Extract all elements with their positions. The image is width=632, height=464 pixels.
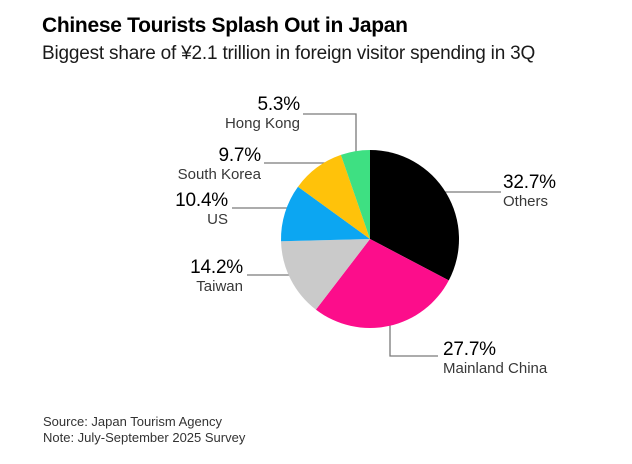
slice-value-label: 32.7% [503,172,556,193]
callout-south-korea: 9.7% South Korea [177,145,262,184]
chart-subtitle: Biggest share of ¥2.1 trillion in foreig… [42,43,536,64]
callout-others: 32.7% Others [503,172,556,211]
pie-slices [281,150,460,329]
slice-value-label: 9.7% [218,145,261,166]
footnote: Source: Japan Tourism Agency Note: July-… [43,414,245,446]
leader-line-mainland-china [389,318,438,357]
pie-slice-taiwan [281,239,370,310]
source-text: Source: Japan Tourism Agency [43,414,222,429]
callout-mainland-china: 27.7% Mainland China [443,339,547,378]
slice-value-label: 5.3% [257,94,300,115]
chart-title: Chinese Tourists Splash Out in Japan [42,14,408,37]
slice-name-label: Hong Kong [224,115,300,132]
callout-us: 10.4% US [175,190,228,229]
slice-name-label: Others [503,193,549,210]
note-text: Note: July-September 2025 Survey [43,430,246,445]
leader-line-hong-kong [303,113,357,160]
callout-hong-kong: 5.3% Hong Kong [225,94,300,133]
slice-value-label: 14.2% [190,257,243,278]
pie-slice-hong-kong [340,150,370,239]
pie-slice-south-korea [298,154,370,239]
pie-slice-us [281,186,370,242]
callout-taiwan: 14.2% Taiwan [190,257,243,296]
slice-value-label: 27.7% [443,339,496,360]
slice-value-label: 10.4% [175,190,228,211]
slice-name-label: Taiwan [196,278,243,295]
pie-slice-others [370,150,460,281]
pie-slice-mainland-china [315,239,449,329]
slice-name-label: US [207,211,228,228]
slice-name-label: Mainland China [443,360,548,377]
slice-name-label: South Korea [177,166,261,183]
